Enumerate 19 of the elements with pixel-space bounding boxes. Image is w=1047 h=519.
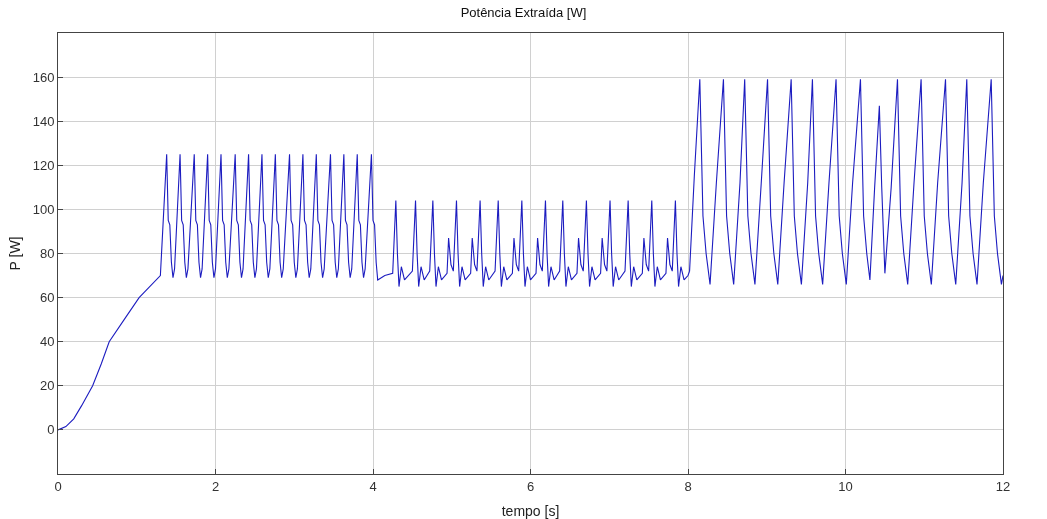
y-tick-label: 100 bbox=[32, 201, 55, 217]
chart-title: Potência Extraída [W] bbox=[460, 4, 587, 20]
x-tick-label: 8 bbox=[684, 478, 692, 494]
y-tick-label: 20 bbox=[39, 378, 55, 394]
y-tick-label: 0 bbox=[47, 422, 55, 438]
x-axis-title: tempo [s] bbox=[501, 503, 560, 519]
y-tick-label: 80 bbox=[39, 246, 55, 262]
x-tick-label: 2 bbox=[211, 478, 220, 494]
y-tick-label: 60 bbox=[39, 290, 55, 306]
y-tick-label: 140 bbox=[32, 113, 55, 129]
y-tick-label: 120 bbox=[32, 157, 55, 173]
line-series bbox=[58, 78, 1003, 431]
y-tick-label: 40 bbox=[39, 334, 55, 350]
x-tick-label: 12 bbox=[995, 478, 1011, 494]
y-axis-title: P [W] bbox=[7, 236, 23, 271]
y-tick-label: 160 bbox=[32, 69, 55, 85]
x-tick-label: 4 bbox=[369, 478, 377, 494]
x-tick-label: 6 bbox=[526, 478, 535, 494]
x-tick-label: 10 bbox=[838, 478, 853, 494]
